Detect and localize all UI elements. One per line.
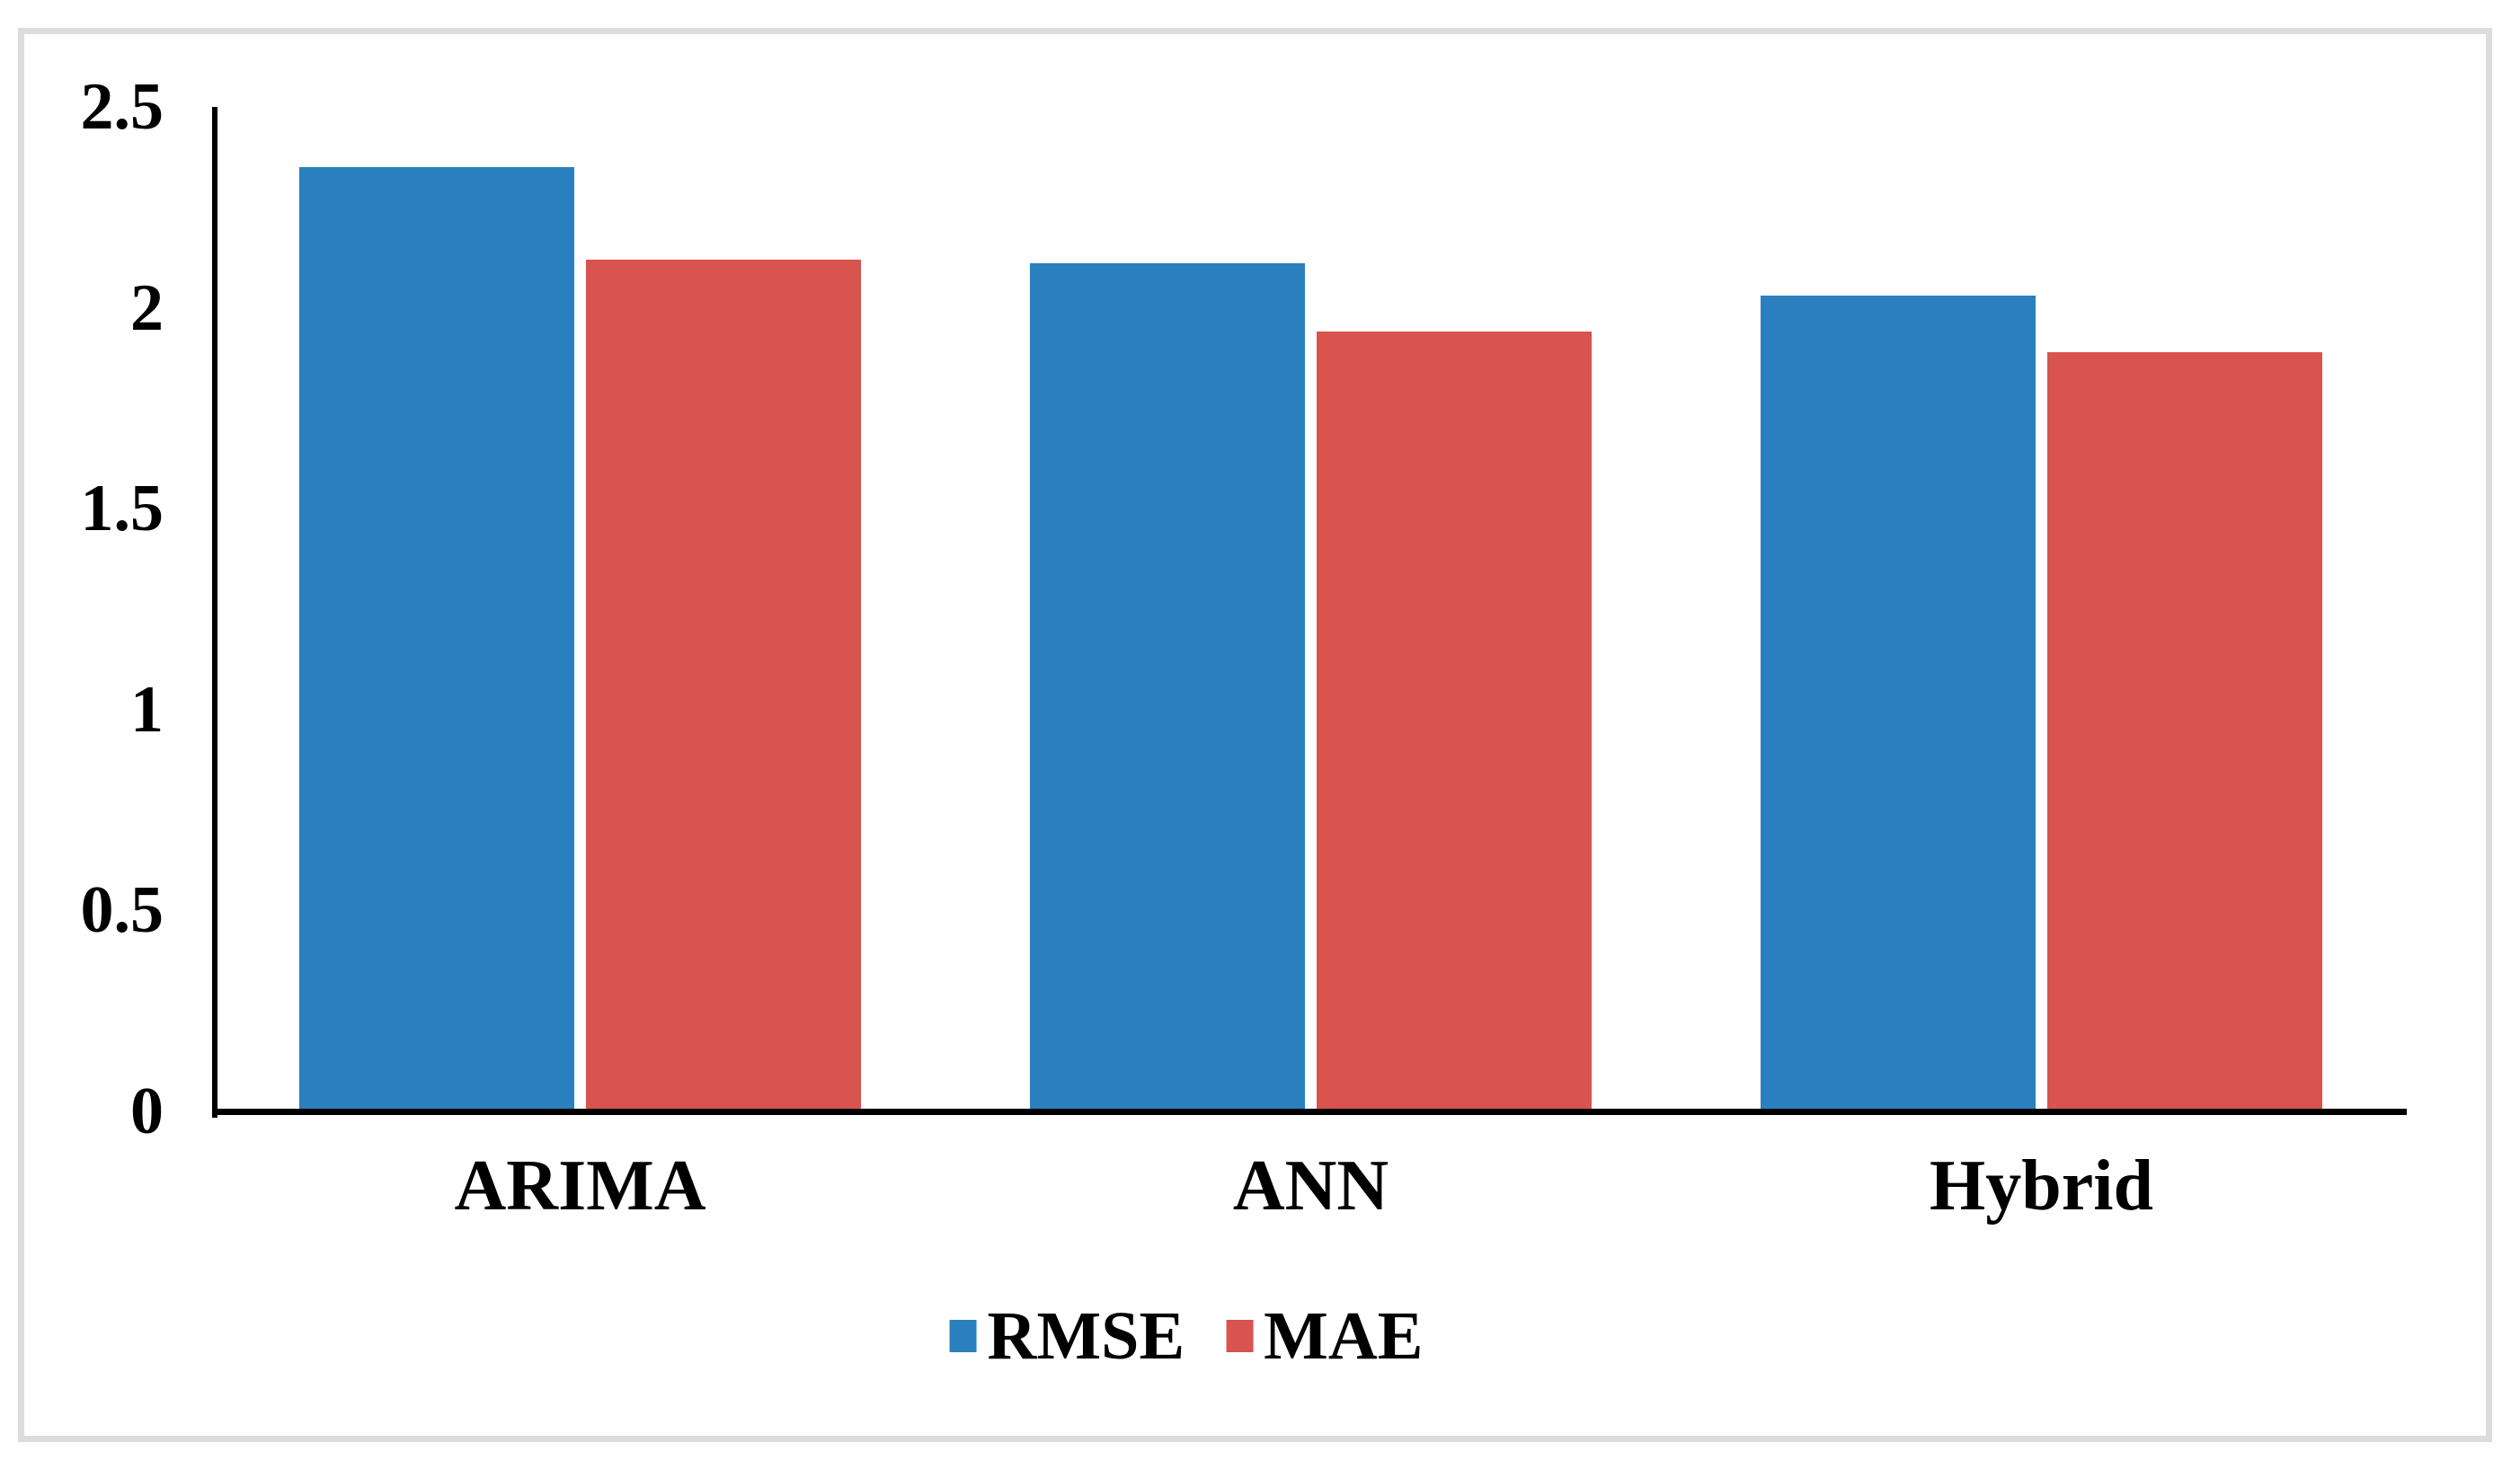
legend-label-rmse: RMSE xyxy=(987,1298,1185,1374)
x-axis-line xyxy=(212,1108,2407,1115)
legend-swatch-mae xyxy=(1226,1320,1254,1352)
legend-item-rmse: RMSE xyxy=(949,1298,1185,1374)
bar-mae-ann xyxy=(1317,332,1592,1111)
category-label-hybrid: Hybrid xyxy=(1930,1146,2153,1226)
bar-mae-arima xyxy=(586,259,861,1111)
bar-rmse-hybrid xyxy=(1761,296,2036,1111)
bar-rmse-ann xyxy=(1030,263,1305,1111)
legend-item-mae: MAE xyxy=(1226,1302,1423,1370)
y-axis-tick-label-0-5: 0.5 xyxy=(80,873,164,948)
y-axis-tick-label-2: 2 xyxy=(130,270,164,345)
category-label-arima: ARIMA xyxy=(454,1146,706,1226)
y-axis-tick-label-2-5: 2.5 xyxy=(80,70,164,144)
bar-rmse-arima xyxy=(299,167,574,1111)
y-axis-tick-label-1-5: 1.5 xyxy=(80,472,164,546)
y-axis-line xyxy=(212,107,217,1118)
legend-swatch-rmse xyxy=(949,1320,977,1352)
legend: RMSE MAE xyxy=(949,1298,1423,1374)
y-axis-tick-label-0: 0 xyxy=(130,1075,164,1148)
bar-mae-hybrid xyxy=(2047,351,2322,1111)
category-label-ann: ANN xyxy=(1232,1146,1389,1226)
legend-label-mae: MAE xyxy=(1264,1298,1424,1374)
y-axis-tick-label-1: 1 xyxy=(130,672,164,747)
